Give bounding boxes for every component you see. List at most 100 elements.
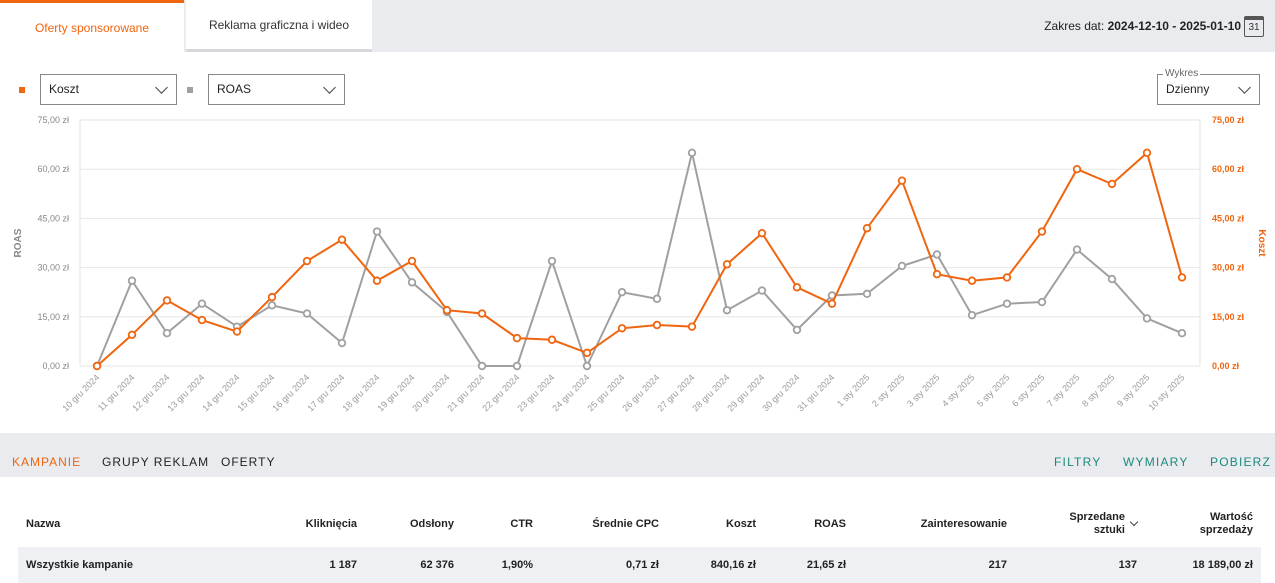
campaigns-table: Nazwa Kliknięcia Odsłony CTR Średnie CPC…	[18, 500, 1261, 583]
koszt-point	[792, 283, 802, 292]
cell-clicks: 1 187	[218, 547, 365, 583]
roas-point	[1107, 274, 1117, 284]
cell-roas: 21,65 zł	[764, 547, 854, 583]
koszt-point	[1177, 273, 1187, 282]
tab-campaigns[interactable]: KAMPANIE	[12, 455, 82, 469]
koszt-point	[547, 335, 557, 344]
koszt-point	[1002, 273, 1012, 282]
dimensions-button[interactable]: WYMIARY	[1123, 455, 1189, 469]
sort-chevron-icon	[1129, 517, 1139, 526]
koszt-point	[1107, 179, 1117, 189]
chevron-down-icon	[155, 81, 168, 94]
x-tick-label: 10 gru 2024	[60, 372, 101, 413]
cell-ctr: 1,90%	[462, 547, 541, 583]
roas-point	[757, 286, 767, 295]
roas-point	[407, 278, 417, 287]
roas-point	[582, 361, 592, 371]
roas-series-line	[96, 152, 1183, 369]
cell-cpc: 0,71 zł	[541, 547, 667, 583]
koszt-point	[197, 315, 207, 325]
roas-point	[302, 309, 312, 318]
koszt-point	[1037, 227, 1047, 236]
koszt-point	[1072, 165, 1082, 174]
top-bar: Oferty sponsorowane Reklama graficzna i …	[0, 0, 1275, 52]
roas-point	[547, 256, 557, 266]
x-tick-label: 10 sty 2025	[1146, 372, 1186, 412]
koszt-point	[372, 276, 382, 285]
chevron-down-icon	[323, 81, 336, 94]
col-clicks-header[interactable]: Kliknięcia	[305, 517, 357, 530]
roas-point	[617, 287, 627, 297]
chart-mode-select[interactable]: Dzienny	[1157, 74, 1260, 105]
roas-legend-icon	[187, 87, 193, 93]
roas-point	[722, 306, 732, 315]
koszt-point	[862, 224, 872, 233]
col-roas-header[interactable]: ROAS	[814, 517, 846, 530]
koszt-point	[337, 235, 347, 244]
roas-point	[932, 250, 942, 259]
series2-select[interactable]: ROAS	[208, 74, 345, 105]
series2-select-value: ROAS	[217, 82, 252, 96]
tab-offers[interactable]: OFERTY	[221, 455, 276, 469]
roas-point	[267, 301, 277, 310]
table-toolbar: KAMPANIE GRUPY REKLAM OFERTY FILTRY WYMI…	[0, 433, 1275, 477]
chevron-down-icon	[1238, 81, 1251, 94]
x-tick-label: 6 sty 2025	[1010, 372, 1046, 408]
roas-point	[1142, 314, 1152, 323]
roas-point	[1072, 245, 1082, 254]
date-range-label: Zakres dat:	[1044, 19, 1105, 33]
date-range-value: 2024-12-10 - 2025-01-10	[1107, 19, 1241, 33]
koszt-point	[932, 269, 942, 279]
roas-point	[1037, 297, 1047, 307]
left-tick-label: 15,00 zł	[37, 312, 69, 322]
roas-point	[162, 328, 172, 338]
koszt-point	[967, 276, 977, 285]
x-tick-label: 7 sty 2025	[1045, 372, 1081, 408]
roas-point	[127, 276, 137, 285]
tab-ad-groups[interactable]: GRUPY REKLAM	[102, 455, 210, 469]
col-cost-header[interactable]: Koszt	[726, 517, 756, 530]
tab-sponsored-offers[interactable]: Oferty sponsorowane	[0, 0, 184, 52]
left-tick-label: 45,00 zł	[37, 213, 69, 223]
right-tick-label: 30,00 zł	[1212, 263, 1245, 273]
col-interest-header[interactable]: Zainteresowanie	[920, 517, 1007, 530]
koszt-point	[302, 256, 312, 266]
col-sold-header-line1: Sprzedane	[1069, 510, 1125, 523]
col-ctr-header[interactable]: CTR	[510, 517, 533, 530]
roas-point	[687, 148, 697, 157]
col-cpc-header[interactable]: Średnie CPC	[592, 517, 659, 530]
roas-point	[197, 299, 207, 308]
table-row[interactable]: Wszystkie kampanie 1 187 62 376 1,90% 0,…	[18, 547, 1261, 583]
left-tick-label: 60,00 zł	[37, 164, 69, 174]
koszt-point	[92, 361, 102, 371]
x-tick-label: 4 sty 2025	[940, 372, 976, 408]
cell-name: Wszystkie kampanie	[18, 547, 218, 583]
table-header-row: Nazwa Kliknięcia Odsłony CTR Średnie CPC…	[18, 500, 1261, 547]
col-sales-header-line2: sprzedaży	[1199, 523, 1253, 536]
col-sold-header[interactable]: Sprzedane sztuki	[1015, 500, 1145, 547]
koszt-point	[722, 260, 732, 269]
col-name-header[interactable]: Nazwa	[26, 517, 61, 530]
col-sales-header[interactable]: Wartość sprzedaży	[1145, 500, 1261, 547]
col-sales-header-line1: Wartość	[1210, 510, 1253, 523]
koszt-point	[582, 348, 592, 358]
koszt-point	[267, 292, 277, 302]
roas-point	[967, 310, 977, 320]
download-button[interactable]: POBIERZ	[1210, 455, 1272, 469]
koszt-point	[512, 333, 522, 343]
x-tick-label: 2 sty 2025	[870, 372, 906, 408]
roas-point	[337, 338, 347, 348]
tab-display-video-ads[interactable]: Reklama graficzna i wideo	[186, 0, 372, 52]
roas-point	[1177, 328, 1187, 338]
filters-button[interactable]: FILTRY	[1054, 455, 1102, 469]
koszt-point	[827, 299, 837, 308]
series1-select[interactable]: Koszt	[40, 74, 177, 105]
x-tick-label: 8 sty 2025	[1080, 372, 1116, 408]
left-tick-label: 75,00 zł	[37, 115, 69, 125]
left-tick-label: 0,00 zł	[42, 361, 69, 371]
col-views-header[interactable]: Odsłony	[409, 517, 454, 530]
x-tick-label: 1 sty 2025	[835, 372, 871, 408]
koszt-legend-icon	[19, 87, 25, 93]
calendar-icon[interactable]: 31	[1244, 16, 1264, 37]
chart-mode-legend: Wykres	[1163, 68, 1201, 79]
